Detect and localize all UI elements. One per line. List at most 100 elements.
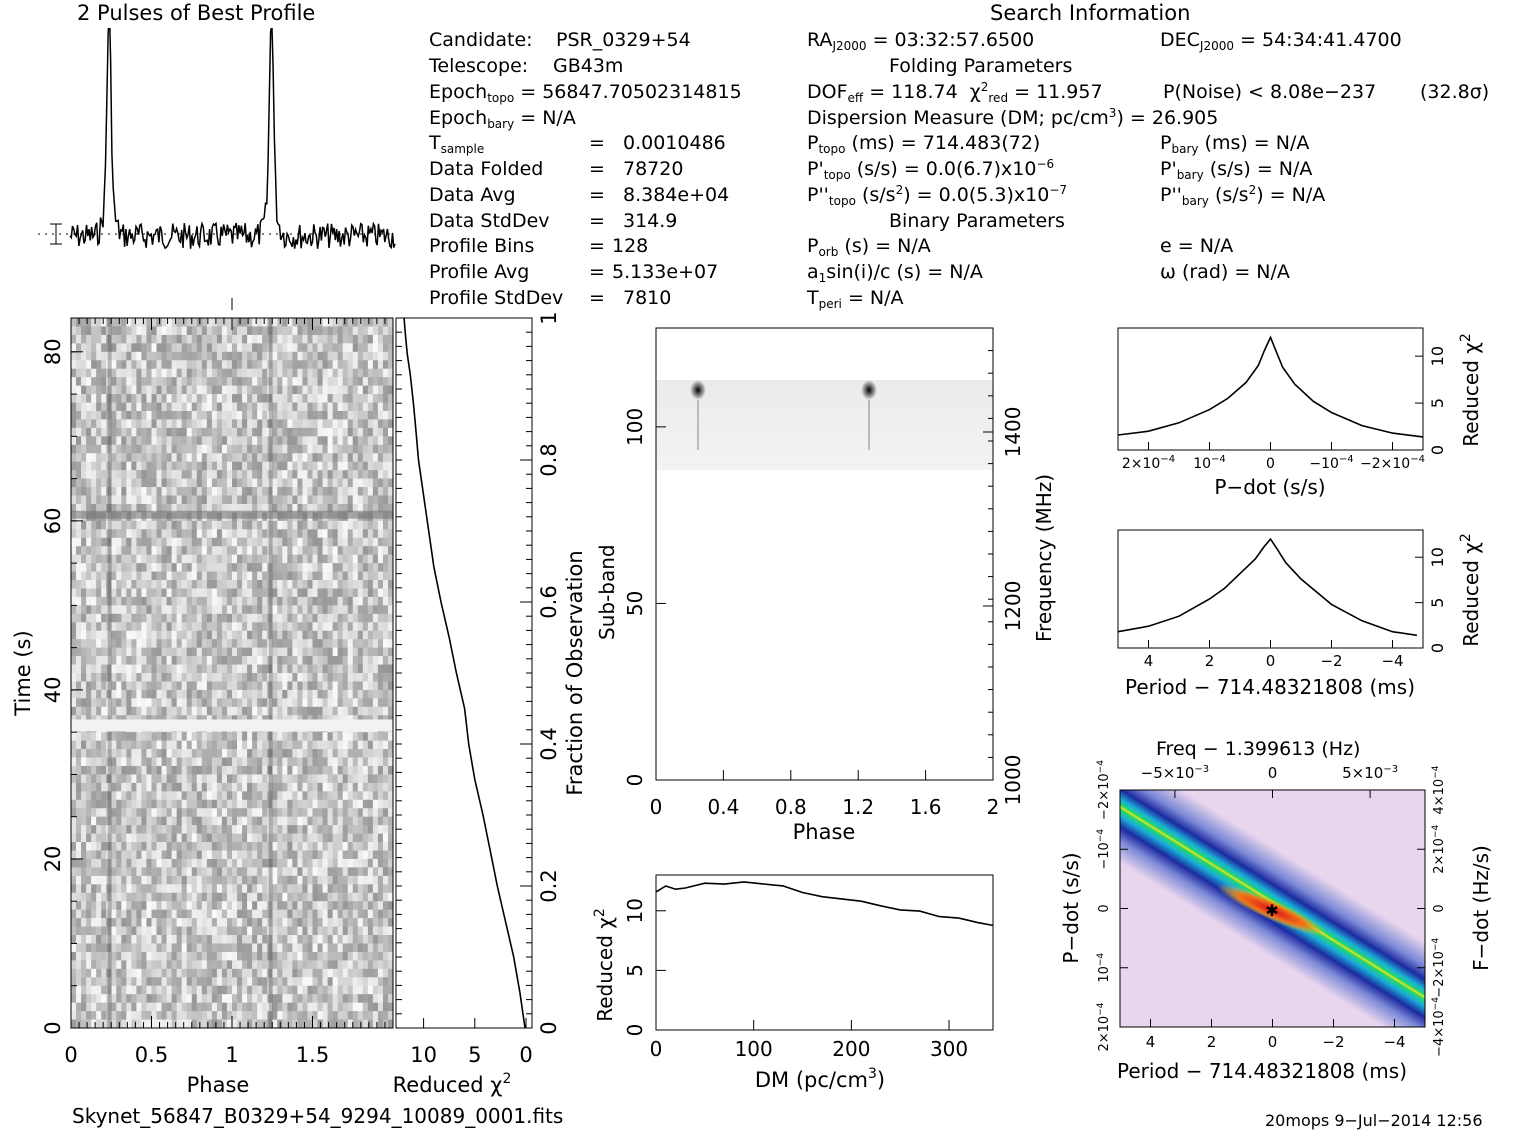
- period-xtick: 2: [1205, 652, 1215, 670]
- time-phase-ytick: 40: [41, 677, 65, 704]
- pp-toptick: −5×10−3: [1141, 764, 1210, 782]
- period-chi-plot: 0 5 10 4 2 0 −2 −4 Period − 714.48321808 (ms) R…: [1117, 529, 1483, 699]
- best-fit-marker: ✱: [1265, 901, 1278, 920]
- time-chi-ytick: 0.8: [537, 443, 561, 476]
- pp-ytick-right: 2×10−4: [1431, 824, 1447, 873]
- time-chi-ytick: 1: [537, 311, 561, 324]
- pp-xtick: 0: [1268, 1033, 1278, 1051]
- pdot-ytick: 0: [1428, 445, 1447, 455]
- subband-plot: 0 0.4 0.8 1.2 1.6 2 0 50 100 1000 1200 1400 Phase: [623, 327, 1025, 844]
- frequency-ytick: 1400: [1001, 407, 1025, 458]
- dof-chi: DOFeff = 118.74 χ2red = 11.957: [807, 80, 1103, 105]
- pbary: Pbary (ms) = N/A: [1160, 132, 1310, 156]
- pp-toptick: 0: [1268, 764, 1278, 782]
- profile-avg-value: 5.133e+07: [612, 261, 719, 283]
- dm-xtick: 300: [930, 1037, 968, 1061]
- pnoise: P(Noise) < 8.08e−237: [1163, 81, 1377, 103]
- pp-ytick: 2×10−4: [1096, 1002, 1112, 1051]
- period-ytick: 0: [1428, 643, 1447, 653]
- pp-xtick: 4: [1146, 1033, 1156, 1051]
- time-chi-xtick: 5: [468, 1043, 481, 1067]
- time-chi-xtick: 0: [519, 1043, 532, 1067]
- telescope-value: GB43m: [553, 55, 624, 77]
- time-phase-xtick: 0.5: [135, 1043, 168, 1067]
- dec: DECJ2000 = 54:34:41.4700: [1160, 29, 1402, 53]
- dm-chi-frame: [655, 874, 994, 1031]
- pdot-ylabel: Reduced χ2: [1458, 333, 1483, 447]
- profile-line: [69, 28, 396, 250]
- period-ytick: 10: [1428, 547, 1447, 567]
- subband-ytick: 100: [623, 408, 647, 446]
- subband-ytick: 50: [623, 591, 647, 616]
- dm-xlabel: DM (pc/cm3): [755, 1066, 885, 1092]
- dm-ytick: 0: [623, 1024, 647, 1037]
- dm-chi-line: [655, 881, 994, 927]
- time-phase-ylabel: Time (s): [11, 630, 35, 716]
- frequency-ytick: 1200: [1001, 581, 1025, 632]
- time-chi-line: [403, 317, 526, 1029]
- pp-toptick: 5×10−3: [1342, 764, 1398, 782]
- pp-ytick: −2×10−4: [1096, 760, 1112, 820]
- data-std-label: Data StdDev: [429, 210, 550, 232]
- time-chi-xtick: 10: [410, 1043, 437, 1067]
- data-folded-value: 78720: [623, 158, 684, 180]
- pp-ytick-right: 4×10−4: [1431, 765, 1447, 814]
- pp-ytick-right: −4×10−4: [1431, 997, 1447, 1057]
- period-xtick: 0: [1266, 652, 1276, 670]
- pdot-period-plot: ✱ 4 2 0 −2 −4 −5×10−3 0 5×10−3 2×10−4 10−4 0 −10−4 −…: [1059, 760, 1493, 1083]
- pdot-period-peak: [1217, 883, 1327, 937]
- pp-ytick-right: 0: [1432, 904, 1447, 912]
- pp-xtick: −4: [1383, 1033, 1405, 1051]
- period-xtick: 4: [1144, 652, 1154, 670]
- time-chi-ytick: 0.6: [537, 585, 561, 618]
- time-chi-ytick: 0: [537, 1021, 561, 1034]
- pdot-ytick: 10: [1428, 346, 1447, 366]
- time-chi-xlabel: Reduced χ2: [393, 1071, 512, 1097]
- tperi: Tperi = N/A: [807, 287, 904, 311]
- time-chi-frame: [395, 317, 533, 1029]
- time-phase-ytick: 0: [41, 1021, 65, 1034]
- subband-xtick: 0.8: [775, 795, 807, 819]
- dm-ytick: 10: [623, 898, 647, 923]
- frequency-ytick: 1000: [1001, 755, 1025, 806]
- period-chi-line: [1117, 537, 1418, 637]
- period-ytick: 5: [1428, 598, 1447, 608]
- subband-xlabel: Phase: [793, 820, 856, 844]
- a1sini: a1sin(i)/c (s) = N/A: [807, 261, 983, 285]
- dm-xtick: 100: [735, 1037, 773, 1061]
- pdot-xtick: 0: [1266, 456, 1275, 472]
- pdot-chi-frame: [1117, 327, 1424, 451]
- subband-pulse-1: [690, 380, 706, 400]
- tsample-value: 0.0010486: [623, 132, 726, 154]
- search-info-title: Search Information: [990, 1, 1191, 25]
- pp-ylabel: P−dot (s/s): [1059, 852, 1083, 963]
- dm-chi-plot: 0 100 200 300 0 5 10 DM (pc/cm3) Reduced χ2: [592, 874, 994, 1092]
- profile-bins-value: 128: [612, 235, 649, 257]
- time-phase-ytick: 80: [41, 338, 65, 365]
- pdot-bary: P'bary (s/s) = N/A: [1160, 158, 1313, 182]
- dm-ylabel: Reduced χ2: [592, 908, 617, 1022]
- subband-pulse-2: [861, 380, 877, 400]
- telescope-label: Telescope:: [429, 55, 529, 77]
- profile-title: 2 Pulses of Best Profile: [77, 1, 316, 25]
- ecc: e = N/A: [1160, 235, 1234, 257]
- pp-xtick: −2: [1322, 1033, 1344, 1051]
- time-phase-xlabel: Phase: [187, 1073, 250, 1097]
- period-xlabel: Period − 714.48321808 (ms): [1125, 675, 1415, 699]
- epoch-bary: Epochbary = N/A: [429, 107, 576, 131]
- profile-std-value: 7810: [623, 287, 672, 309]
- frequency-ylabel: Frequency (MHz): [1032, 473, 1056, 642]
- pdot-xlabel: P−dot (s/s): [1214, 475, 1325, 499]
- binary-title: Binary Parameters: [889, 210, 1065, 232]
- time-phase-ytick: 20: [41, 846, 65, 873]
- subband-xtick: 0: [650, 795, 663, 819]
- pp-xlabel: Period − 714.48321808 (ms): [1117, 1059, 1407, 1083]
- pddot-bary: P''bary (s/s2) = N/A: [1160, 183, 1326, 208]
- pdot-xtick: −10−4: [1309, 454, 1353, 472]
- data-avg-label: Data Avg: [429, 184, 516, 206]
- pdot-topo: P'topo (s/s) = 0.0(6.7)x10−6: [807, 157, 1055, 182]
- data-avg-value: 8.384e+04: [623, 184, 730, 206]
- dm-line: Dispersion Measure (DM; pc/cm3) = 26.905: [807, 106, 1219, 129]
- profile-bins-label: Profile Bins: [429, 235, 535, 257]
